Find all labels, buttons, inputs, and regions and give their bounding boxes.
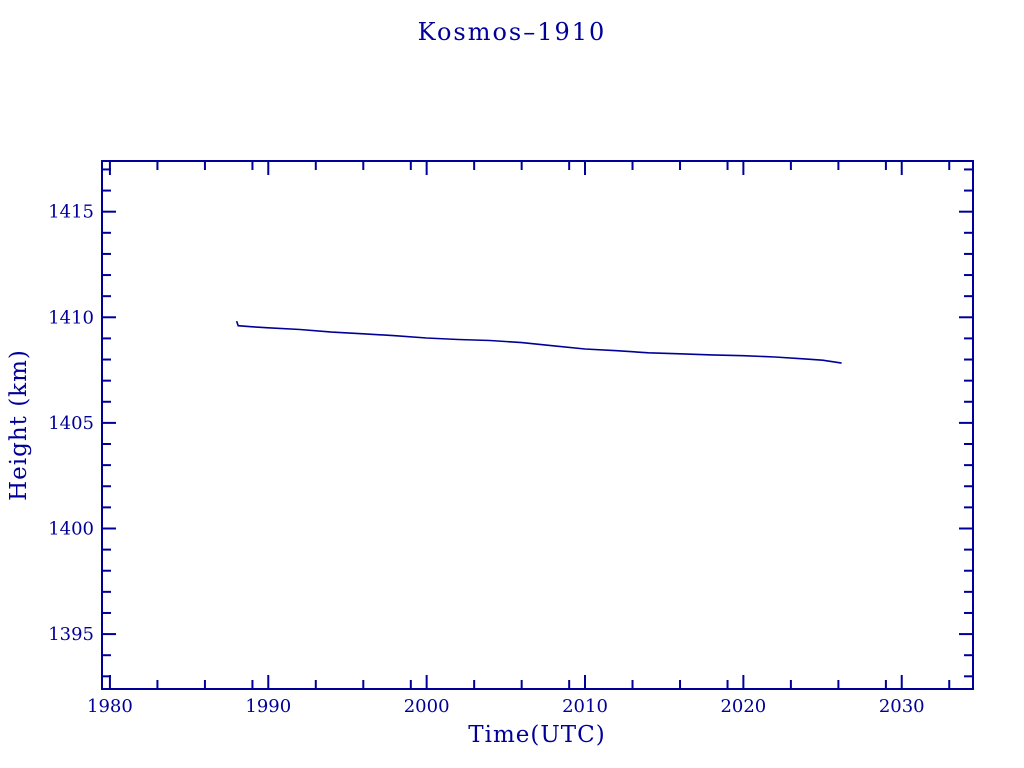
x-tick-label: 1980 xyxy=(87,696,133,717)
x-tick-label: 2030 xyxy=(879,696,925,717)
y-tick-label: 1400 xyxy=(48,518,94,539)
y-tick-label: 1415 xyxy=(48,202,94,223)
x-tick-label: 2000 xyxy=(404,696,450,717)
y-tick-label: 1410 xyxy=(48,307,94,328)
chart-title: Kosmos–1910 xyxy=(418,18,607,46)
x-tick-label: 2020 xyxy=(720,696,766,717)
x-tick-label: 2010 xyxy=(562,696,608,717)
x-tick-label: 1990 xyxy=(245,696,291,717)
series-line-orbit-height xyxy=(235,320,842,364)
x-axis-label: Time(UTC) xyxy=(468,722,605,748)
plot-frame xyxy=(101,160,974,690)
y-axis-label: Height (km) xyxy=(6,349,32,501)
plot-area: 1980 1990 2000 2010 2020 2030 1395 1400 1405 1410… xyxy=(48,160,974,717)
y-tick-label: 1395 xyxy=(48,624,94,645)
y-tick-label: 1405 xyxy=(48,413,94,434)
